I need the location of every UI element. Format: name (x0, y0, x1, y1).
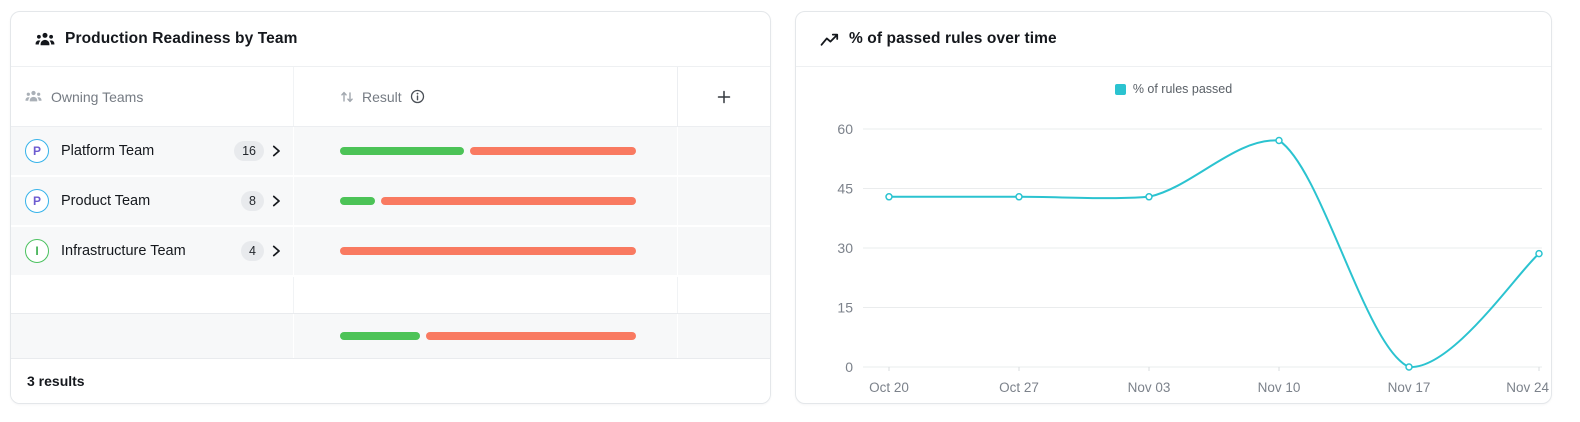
data-point[interactable] (1275, 136, 1283, 145)
result-cell (293, 127, 677, 175)
data-point[interactable] (1015, 193, 1023, 201)
add-cell (677, 227, 770, 275)
owning-teams-header[interactable]: Owning Teams (11, 67, 293, 126)
info-icon[interactable] (410, 89, 425, 104)
team-name: Platform Team (61, 143, 155, 159)
passed-bar[interactable] (340, 147, 465, 155)
data-point[interactable] (1145, 193, 1153, 201)
chevron-right-icon[interactable] (272, 245, 281, 257)
chevron-right-icon[interactable] (272, 145, 281, 157)
data-point[interactable] (1405, 363, 1413, 371)
avatar-initial: P (32, 194, 41, 208)
table-row[interactable]: P Product Team 8 (11, 177, 770, 227)
y-axis-label: 45 (837, 181, 853, 197)
x-axis-label: Nov 17 (1388, 380, 1431, 395)
empty-row (11, 277, 770, 313)
avatar: I (25, 239, 49, 263)
passed-bar[interactable] (340, 332, 420, 340)
avatar: P (25, 189, 49, 213)
add-cell (677, 314, 770, 358)
data-point[interactable] (885, 193, 893, 201)
line-chart: 0 15 30 45 60 Oct 20 Oct 27 Nov 03 Nov 10 Nov 17 N… (837, 121, 1549, 395)
summary-result-cell (293, 314, 677, 358)
result-bar (340, 197, 636, 205)
team-name: Product Team (61, 193, 151, 209)
team-icon (25, 90, 42, 102)
card-header: % of passed rules over time (796, 12, 1551, 67)
x-axis-label: Nov 24 (1506, 380, 1549, 395)
series-line (888, 139, 1540, 369)
summary-team-cell (11, 314, 293, 358)
failed-bar[interactable] (340, 247, 636, 255)
team-icon (35, 32, 55, 45)
legend-label: % of rules passed (1132, 82, 1233, 96)
y-axis-label: 0 (845, 359, 853, 375)
trend-line-icon (820, 33, 839, 46)
failed-bar[interactable] (470, 147, 636, 155)
avatar-initial: I (35, 244, 39, 258)
production-readiness-card: Production Readiness by Team Owning Team… (10, 11, 771, 404)
result-cell (293, 227, 677, 275)
failed-bar[interactable] (381, 197, 636, 205)
x-axis-label: Nov 10 (1258, 380, 1301, 395)
results-count: 3 results (11, 359, 770, 403)
chart-legend[interactable]: % of rules passed (796, 79, 1551, 99)
failed-bar[interactable] (425, 332, 636, 340)
y-axis-label: 15 (837, 300, 853, 316)
x-axis-label: Oct 27 (999, 380, 1039, 395)
table-row[interactable]: P Platform Team 16 (11, 127, 770, 177)
team-name: Infrastructure Team (61, 243, 186, 259)
card-header: Production Readiness by Team (11, 12, 770, 67)
count-badge: 4 (241, 241, 264, 261)
result-bar (340, 247, 636, 255)
count-badge: 8 (241, 191, 264, 211)
result-label: Result (362, 88, 402, 105)
result-bar (340, 147, 636, 155)
chevron-right-icon[interactable] (272, 195, 281, 207)
y-axis-label: 60 (837, 121, 853, 137)
avatar-initial: P (32, 144, 41, 158)
add-cell (677, 127, 770, 175)
team-cell[interactable]: I Infrastructure Team 4 (11, 227, 293, 275)
data-point[interactable] (1535, 249, 1543, 258)
result-cell (293, 177, 677, 225)
summary-row (11, 313, 770, 359)
add-column-header (677, 67, 770, 126)
team-cell[interactable]: P Product Team 8 (11, 177, 293, 225)
summary-result-bar (340, 332, 636, 340)
owning-teams-label: Owning Teams (51, 88, 144, 105)
result-header[interactable]: Result (293, 67, 677, 126)
sort-icon[interactable] (340, 90, 354, 104)
count-badge: 16 (234, 141, 264, 161)
add-cell (677, 177, 770, 225)
team-cell[interactable]: P Platform Team 16 (11, 127, 293, 175)
passed-bar[interactable] (340, 197, 376, 205)
card-title: % of passed rules over time (849, 30, 1057, 47)
x-axis-label: Nov 03 (1128, 380, 1171, 395)
plus-icon (717, 90, 731, 103)
card-title: Production Readiness by Team (65, 30, 298, 47)
table-header: Owning Teams Result (11, 67, 770, 127)
passed-rules-chart-card: % of passed rules over time % of rules p… (795, 11, 1552, 404)
y-axis-label: 30 (837, 240, 853, 256)
legend-swatch (1114, 83, 1126, 95)
table-row[interactable]: I Infrastructure Team 4 (11, 227, 770, 277)
x-axis-label: Oct 20 (869, 380, 909, 395)
avatar: P (25, 139, 49, 163)
add-column-button[interactable] (710, 83, 738, 111)
